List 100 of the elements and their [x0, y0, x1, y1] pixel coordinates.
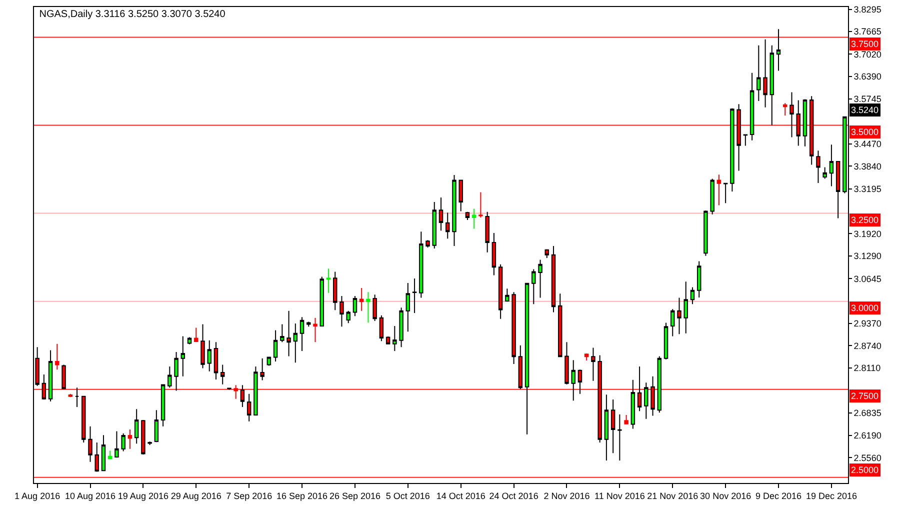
- candlestick: [174, 352, 178, 392]
- candlestick: [121, 432, 126, 452]
- candlestick: [200, 324, 205, 369]
- x-tick-label: 14 Oct 2016: [436, 490, 486, 501]
- candlestick: [266, 356, 272, 366]
- candlestick: [160, 384, 166, 427]
- candlestick: [234, 384, 238, 400]
- candlestick: [254, 366, 258, 416]
- y-tick-label: 3.8295: [854, 4, 882, 14]
- candlestick: [829, 144, 834, 187]
- candlestick: [743, 134, 748, 146]
- candlestick: [809, 96, 814, 166]
- candlestick: [485, 211, 490, 253]
- candlestick: [498, 264, 503, 320]
- candlestick: [538, 259, 542, 298]
- candlestick: [346, 310, 350, 324]
- candlestick: [756, 44, 761, 102]
- candlestick: [604, 394, 609, 461]
- y-tick-label: 3.5745: [854, 94, 882, 104]
- candlestick: [446, 212, 450, 240]
- candlestick: [598, 354, 602, 444]
- candlestick: [392, 325, 397, 352]
- x-tick-label: 19 Dec 2016: [806, 490, 857, 501]
- ref-line-label: 2.7500: [851, 391, 879, 401]
- candlestick: [280, 324, 284, 343]
- candlestick: [532, 268, 536, 305]
- candlestick: [148, 440, 152, 446]
- candlestick: [790, 92, 794, 138]
- ref-line-label: 2.5000: [851, 465, 879, 475]
- candlestick: [180, 336, 186, 377]
- x-tick-label: 16 Sep 2016: [276, 490, 328, 501]
- candlestick: [696, 260, 702, 298]
- x-tick-label: 26 Sep 2016: [329, 490, 380, 501]
- candlestick: [465, 211, 470, 220]
- candlestick: [704, 210, 708, 256]
- candlestick: [478, 192, 483, 218]
- candlestick: [677, 297, 682, 335]
- candlestick: [154, 410, 159, 443]
- candlestick: [551, 246, 556, 313]
- x-tick-label: 30 Nov 2016: [700, 490, 752, 501]
- text: 3.5240: [851, 105, 879, 115]
- candlestick: [372, 294, 377, 322]
- candlestick: [220, 364, 225, 385]
- candlestick: [240, 384, 245, 408]
- candlestick: [332, 271, 338, 311]
- candlestick: [293, 323, 298, 364]
- candlestick: [690, 286, 695, 305]
- y-tick-label: 3.1920: [854, 228, 882, 239]
- candlestick: [644, 382, 648, 420]
- candlestick: [472, 208, 476, 230]
- candlestick: [802, 98, 808, 147]
- candlestick: [42, 374, 46, 400]
- candlestick: [822, 166, 827, 180]
- candlestick: [710, 178, 714, 215]
- y-tick-label: 3.6390: [854, 72, 882, 82]
- candlestick: [168, 366, 172, 388]
- candlestick: [320, 276, 324, 326]
- y-tick-label: 3.7665: [854, 26, 882, 37]
- candlestick: [630, 379, 636, 430]
- y-tick-label: 3.0645: [854, 274, 882, 284]
- candlestick: [736, 104, 741, 172]
- candlestick: [74, 387, 80, 408]
- candlestick: [114, 430, 119, 458]
- candlestick: [492, 232, 496, 276]
- candlestick: [591, 347, 596, 382]
- candlestick: [426, 240, 430, 248]
- candlestick: [723, 182, 728, 204]
- candlestick: [246, 393, 252, 422]
- chart-title: NGAS,Daily 3.3116 3.5250 3.3070 3.5240: [39, 9, 226, 20]
- candlestick: [207, 340, 212, 372]
- y-tick-label: 2.9370: [854, 318, 882, 329]
- y-tick-label: 3.4470: [854, 139, 882, 150]
- candlestick: [650, 376, 655, 416]
- candlestick: [187, 336, 192, 345]
- candlestick: [260, 358, 264, 381]
- candlestick: [716, 174, 722, 206]
- candlestick: [399, 307, 404, 348]
- y-tick-label: 3.3195: [854, 184, 882, 194]
- candlestick: [326, 268, 331, 294]
- candlestick: [306, 321, 311, 328]
- candlestick: [340, 296, 344, 328]
- candlestick: [352, 296, 358, 317]
- candlestick: [816, 150, 820, 184]
- candlestick: [134, 408, 139, 444]
- x-tick-label: 5 Oct 2016: [386, 490, 430, 501]
- candlestick: [750, 72, 754, 141]
- x-tick-label: 9 Dec 2016: [755, 490, 802, 501]
- candlestick: [558, 293, 562, 358]
- candlestick: [313, 317, 318, 343]
- candlestick: [657, 356, 662, 414]
- y-tick-label: 2.6835: [854, 408, 882, 418]
- candlestick: [48, 350, 53, 402]
- candlestick: [286, 310, 291, 357]
- candlestick: [836, 161, 840, 219]
- candlestick: [770, 44, 774, 126]
- ref-line-label: 3.5000: [851, 127, 879, 137]
- candlestick: [512, 292, 516, 364]
- x-tick-label: 24 Oct 2016: [489, 490, 538, 501]
- candlestick: [55, 343, 60, 370]
- candlestick: [82, 396, 86, 444]
